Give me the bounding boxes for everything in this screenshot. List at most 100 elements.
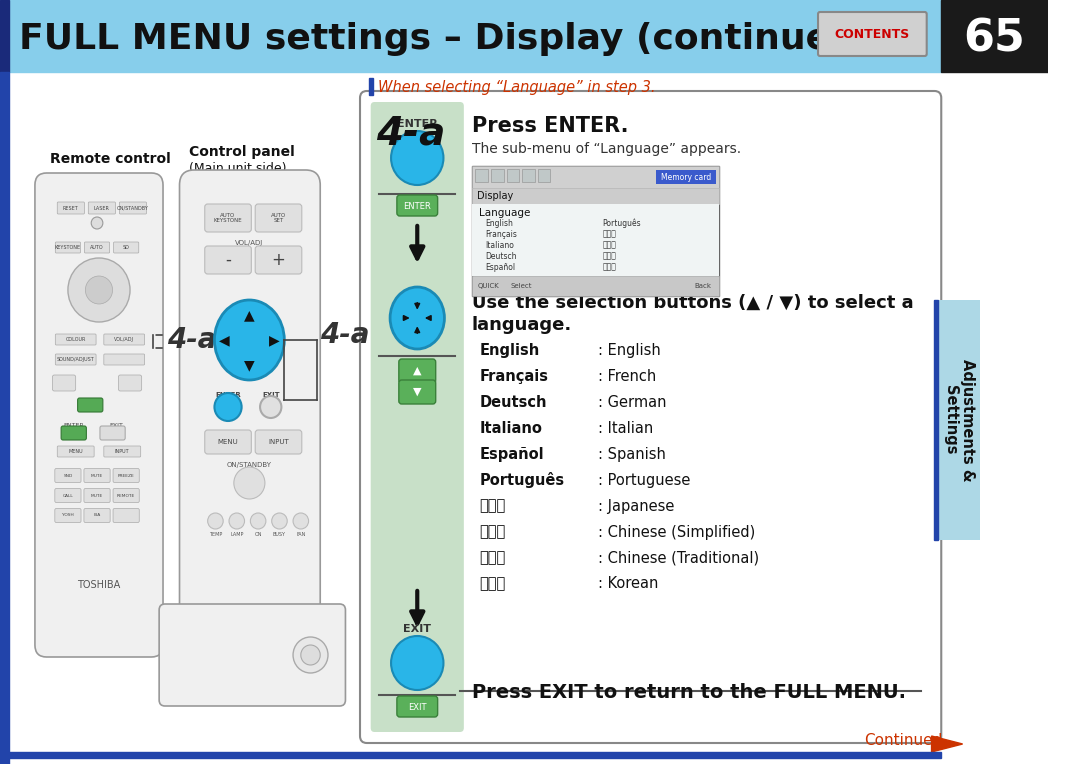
Text: Español: Español bbox=[485, 263, 515, 271]
FancyBboxPatch shape bbox=[255, 430, 301, 454]
Text: 4-a: 4-a bbox=[377, 114, 446, 152]
FancyBboxPatch shape bbox=[55, 354, 96, 365]
Text: ▲: ▲ bbox=[244, 308, 255, 322]
Text: Remote control: Remote control bbox=[51, 152, 172, 166]
Text: EXIT: EXIT bbox=[408, 703, 427, 711]
Text: EXIT: EXIT bbox=[403, 624, 431, 634]
Text: When selecting “Language” in step 3.: When selecting “Language” in step 3. bbox=[378, 79, 656, 95]
Text: IBA: IBA bbox=[93, 513, 100, 517]
Text: SD: SD bbox=[123, 245, 130, 250]
FancyBboxPatch shape bbox=[205, 246, 252, 274]
Text: ENTER: ENTER bbox=[404, 202, 431, 211]
Text: YOSH: YOSH bbox=[62, 513, 73, 517]
FancyBboxPatch shape bbox=[159, 604, 346, 706]
Text: REMOTE: REMOTE bbox=[117, 494, 135, 497]
Text: MUTE: MUTE bbox=[91, 474, 104, 478]
FancyBboxPatch shape bbox=[104, 354, 145, 365]
Text: 繁體字: 繁體字 bbox=[603, 251, 617, 261]
Circle shape bbox=[207, 513, 224, 529]
FancyBboxPatch shape bbox=[89, 202, 116, 214]
Circle shape bbox=[272, 513, 287, 529]
Text: TEMP: TEMP bbox=[208, 533, 222, 538]
Text: +: + bbox=[271, 251, 285, 269]
Text: 简体字: 简体字 bbox=[603, 241, 617, 250]
Text: MUTE: MUTE bbox=[91, 494, 104, 497]
Text: ON/STANDBY: ON/STANDBY bbox=[117, 206, 149, 211]
Text: : Spanish: : Spanish bbox=[597, 446, 665, 461]
Text: Continued: Continued bbox=[864, 733, 942, 748]
Text: CONTENTS: CONTENTS bbox=[835, 28, 910, 40]
Text: 65: 65 bbox=[963, 18, 1026, 60]
FancyBboxPatch shape bbox=[57, 446, 94, 457]
Text: 简体字: 简体字 bbox=[480, 525, 505, 539]
FancyBboxPatch shape bbox=[179, 170, 321, 660]
Text: Select: Select bbox=[511, 283, 532, 289]
Text: CALL: CALL bbox=[63, 494, 73, 497]
Bar bbox=[472, 166, 719, 188]
Bar bbox=[9, 72, 368, 764]
Text: FREEZE: FREEZE bbox=[118, 474, 135, 478]
Text: ▶: ▶ bbox=[269, 333, 280, 347]
Text: BUSY: BUSY bbox=[273, 533, 286, 538]
FancyBboxPatch shape bbox=[84, 468, 110, 483]
FancyBboxPatch shape bbox=[53, 375, 76, 391]
Circle shape bbox=[215, 393, 242, 421]
Text: Language: Language bbox=[480, 208, 530, 218]
Text: EXIT: EXIT bbox=[109, 422, 123, 428]
Bar bbox=[538, 169, 550, 182]
FancyBboxPatch shape bbox=[119, 375, 141, 391]
Text: language.: language. bbox=[472, 316, 571, 334]
FancyBboxPatch shape bbox=[100, 426, 125, 440]
FancyBboxPatch shape bbox=[120, 202, 147, 214]
Text: ▼: ▼ bbox=[244, 358, 255, 372]
Text: : Portuguese: : Portuguese bbox=[597, 472, 690, 487]
Text: 繁體字: 繁體字 bbox=[480, 551, 505, 565]
Bar bbox=[472, 204, 719, 276]
Text: Back: Back bbox=[694, 283, 712, 289]
Text: INPUT: INPUT bbox=[268, 439, 288, 445]
Text: Português: Português bbox=[603, 219, 642, 228]
Text: MENU: MENU bbox=[218, 439, 239, 445]
Text: The sub-menu of “Language” appears.: The sub-menu of “Language” appears. bbox=[472, 142, 741, 156]
FancyBboxPatch shape bbox=[35, 173, 163, 657]
Polygon shape bbox=[932, 736, 962, 752]
Text: FAN: FAN bbox=[296, 533, 306, 538]
FancyBboxPatch shape bbox=[113, 242, 138, 253]
Bar bbox=[472, 166, 719, 296]
FancyBboxPatch shape bbox=[55, 488, 81, 503]
Text: 한국어: 한국어 bbox=[603, 263, 617, 271]
FancyBboxPatch shape bbox=[104, 446, 140, 457]
Text: Control panel: Control panel bbox=[189, 145, 295, 159]
FancyBboxPatch shape bbox=[396, 195, 437, 216]
Text: : English: : English bbox=[597, 342, 661, 358]
FancyBboxPatch shape bbox=[57, 202, 84, 214]
Bar bbox=[9, 752, 942, 758]
FancyBboxPatch shape bbox=[396, 696, 437, 717]
Bar bbox=[0, 0, 942, 72]
FancyBboxPatch shape bbox=[205, 204, 252, 232]
Circle shape bbox=[293, 513, 309, 529]
Text: TOSHIBA: TOSHIBA bbox=[78, 580, 121, 590]
Bar bbox=[934, 300, 939, 540]
Text: INPUT: INPUT bbox=[114, 449, 130, 454]
Text: ENTER: ENTER bbox=[396, 119, 437, 129]
Text: Press ENTER.: Press ENTER. bbox=[472, 116, 629, 136]
Circle shape bbox=[234, 467, 265, 499]
FancyBboxPatch shape bbox=[113, 509, 139, 523]
Text: 4-a: 4-a bbox=[167, 326, 216, 354]
Bar bbox=[0, 72, 9, 764]
Text: AUTO: AUTO bbox=[91, 245, 104, 250]
FancyBboxPatch shape bbox=[78, 398, 103, 412]
Text: Italiano: Italiano bbox=[485, 241, 514, 250]
Text: QUICK: QUICK bbox=[477, 283, 499, 289]
Bar bbox=[522, 169, 535, 182]
Text: 日本語: 日本語 bbox=[480, 498, 505, 513]
Bar bbox=[507, 169, 519, 182]
FancyBboxPatch shape bbox=[62, 426, 86, 440]
Text: ◀: ◀ bbox=[219, 333, 229, 347]
Circle shape bbox=[260, 396, 282, 418]
Text: English: English bbox=[485, 219, 513, 228]
Text: ENTER: ENTER bbox=[64, 422, 84, 428]
Text: Français: Français bbox=[480, 368, 549, 384]
Bar bbox=[942, 0, 1048, 72]
